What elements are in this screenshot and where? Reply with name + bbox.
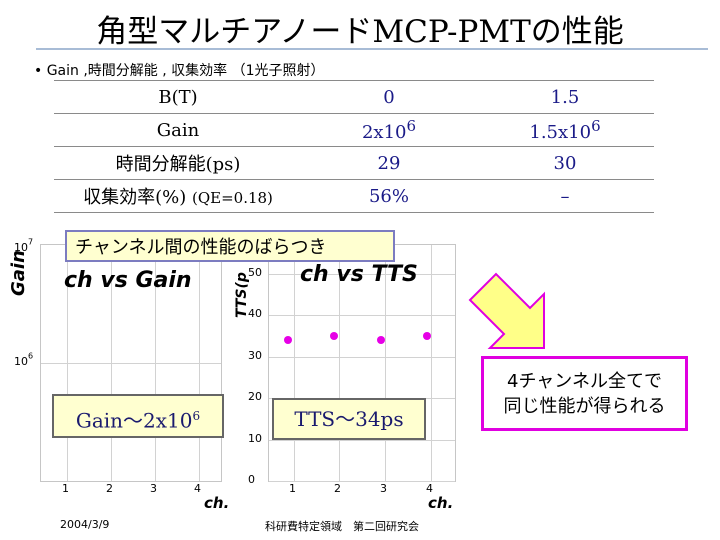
title-divider	[36, 48, 708, 50]
value-b15: –	[476, 179, 654, 213]
gain-ytick-top: 107	[14, 236, 34, 254]
ytick-exp: 7	[28, 237, 34, 247]
value-b0: 0	[302, 80, 476, 114]
row-label-text: 収集効率(%)	[83, 187, 187, 208]
footer-date: 2004/3/9	[60, 518, 110, 531]
tts-yticks: 50 40 30 20 10 0	[244, 244, 266, 486]
xtick-label: 2	[334, 482, 341, 495]
grid-line	[431, 245, 432, 481]
grid-line	[269, 273, 455, 275]
ytick-label: 40	[248, 307, 262, 321]
ytick-label: 10	[14, 355, 28, 368]
value-b0: 2x106	[302, 113, 476, 147]
gain-ytick-bottom: 106	[14, 350, 34, 368]
ytick-label: 10	[248, 431, 262, 445]
xtick-label: 1	[62, 482, 69, 495]
callout-text: Gain～2x10	[75, 408, 193, 433]
data-point	[330, 332, 339, 341]
ytick-label: 10	[14, 241, 28, 254]
result-line-2: 同じ性能が得られる	[503, 396, 666, 417]
ytick-label: 50	[248, 265, 262, 279]
data-point	[376, 336, 385, 345]
grid-line	[269, 356, 455, 358]
grid-line	[199, 245, 200, 481]
xtick-label: 4	[426, 482, 433, 495]
grid-line	[269, 439, 455, 441]
table-row: Gain 2x106 1.5x106	[54, 113, 654, 147]
tts-plot-area	[268, 244, 456, 482]
row-label: B(T)	[54, 80, 302, 114]
result-line-1: 4チャンネル全てで	[507, 371, 662, 392]
gain-callout: Gain～2x106	[52, 394, 224, 438]
value-text: 1.5x10	[529, 122, 592, 143]
value-b15: 1.5	[476, 80, 654, 114]
grid-line	[269, 481, 455, 482]
data-point	[423, 332, 432, 341]
grid-line	[111, 245, 112, 481]
tts-plot-title: ch vs TTS	[300, 262, 418, 287]
xtick-label: 3	[150, 482, 157, 495]
grid-line	[339, 245, 340, 481]
ytick-label: 0	[248, 473, 255, 486]
xtick-label: 1	[289, 482, 296, 495]
gain-ylabel: Gain	[8, 250, 29, 296]
callout-exp: 6	[192, 409, 201, 423]
table-row: 収集効率(%) (QE=0.18) 56% –	[54, 179, 654, 213]
grid-line	[294, 245, 295, 481]
value-b0: 29	[302, 146, 476, 180]
row-label: 収集効率(%) (QE=0.18)	[54, 179, 302, 213]
xtick-label: 2	[106, 482, 113, 495]
gain-plot-area	[40, 244, 222, 482]
qe-note: (QE=0.18)	[191, 189, 273, 207]
value-b15: 30	[476, 146, 654, 180]
footer-center: 科研費特定領域 第二回研究会	[265, 520, 419, 533]
slide-title: 角型マルチアノードMCP-PMTの性能	[96, 14, 624, 50]
row-label: 時間分解能(ps)	[54, 146, 302, 180]
ytick-label: 20	[248, 390, 262, 404]
value-b15: 1.5x106	[476, 113, 654, 147]
gain-xticks: 1 2 3 4	[40, 482, 220, 496]
result-box: 4チャンネル全てで 同じ性能が得られる	[481, 356, 688, 431]
value-b0: 56%	[302, 179, 476, 213]
variation-banner: チャンネル間の性能のばらつき	[65, 230, 395, 262]
bullet-text: • Gain ,時間分解能 , 収集効率 （1光子照射）	[34, 63, 325, 79]
xtick-label: 3	[380, 482, 387, 495]
grid-line	[67, 245, 68, 481]
tts-callout: TTS～34ps	[272, 398, 426, 440]
data-point	[283, 336, 292, 345]
grid-line	[269, 315, 455, 317]
performance-table: B(T) 0 1.5 Gain 2x106 1.5x106 時間分解能(ps) …	[54, 80, 654, 213]
grid-line	[41, 363, 221, 364]
xtick-label: 4	[194, 482, 201, 495]
table-row: B(T) 0 1.5	[54, 80, 654, 114]
ytick-exp: 6	[28, 351, 34, 361]
tts-xlabel: ch.	[428, 494, 454, 512]
grid-line	[385, 245, 386, 481]
gain-plot-title: ch vs Gain	[64, 268, 192, 293]
grid-line	[155, 245, 156, 481]
tts-xticks: 1 2 3 4	[268, 482, 454, 496]
gain-xlabel: ch.	[204, 494, 230, 512]
down-right-arrow-icon	[468, 272, 545, 349]
ytick-label: 30	[248, 348, 262, 362]
exponent: 6	[591, 117, 601, 135]
table-row: 時間分解能(ps) 29 30	[54, 146, 654, 180]
row-label: Gain	[54, 113, 302, 147]
value-text: 2x10	[361, 122, 407, 143]
exponent: 6	[406, 117, 417, 135]
